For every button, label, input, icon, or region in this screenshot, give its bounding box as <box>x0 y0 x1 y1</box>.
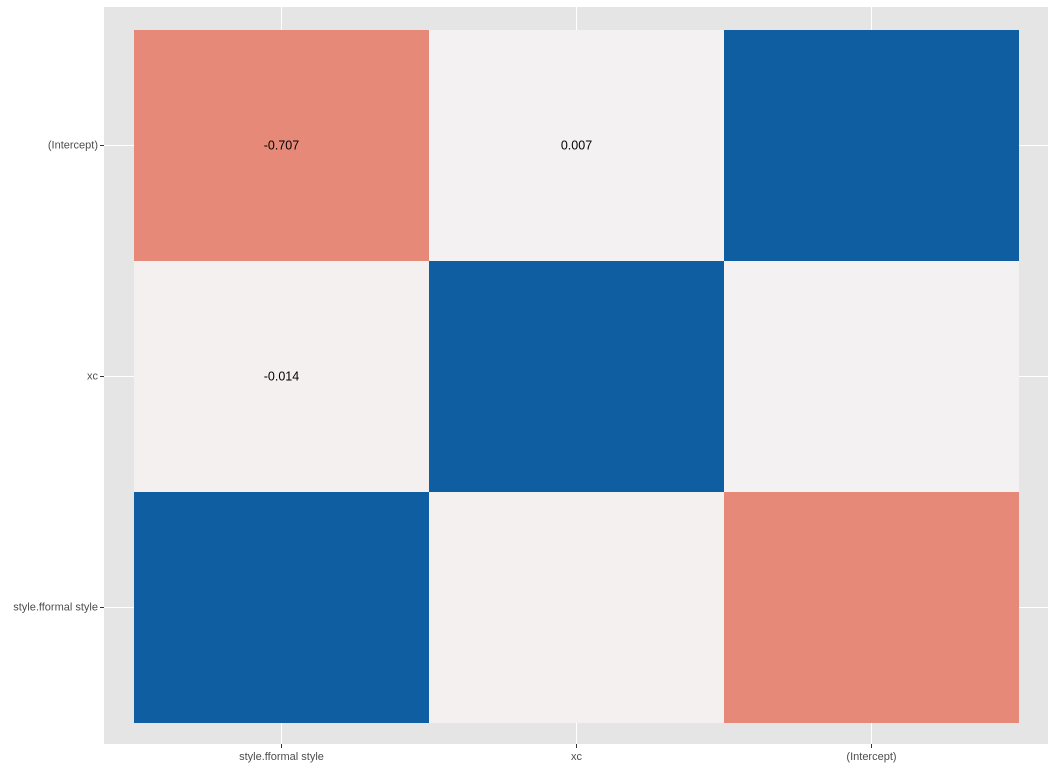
x-tick-label: (Intercept) <box>846 751 896 763</box>
heatmap-cell <box>724 492 1019 723</box>
cell-value-label: 0.007 <box>561 139 592 153</box>
y-tick-label: (Intercept) <box>48 140 98 152</box>
heatmap-cell <box>429 261 724 492</box>
heatmap-cell <box>429 30 724 261</box>
cell-value-label: -0.707 <box>264 139 299 153</box>
y-axis: (Intercept) xc style.fformal style <box>13 140 104 614</box>
heatmap-cell <box>724 261 1019 492</box>
x-tick-label: xc <box>571 751 583 763</box>
heatmap-cell <box>134 492 429 723</box>
y-tick-label: xc <box>87 371 99 383</box>
y-tick-label: style.fformal style <box>13 602 98 614</box>
x-tick-label: style.fformal style <box>239 751 324 763</box>
heatmap-cells <box>134 30 1019 723</box>
heatmap-cell <box>134 30 429 261</box>
cell-value-label: -0.014 <box>264 370 299 384</box>
heatmap-cell <box>134 261 429 492</box>
heatmap-cell <box>429 492 724 723</box>
x-axis: style.fformal style xc (Intercept) <box>239 744 897 763</box>
cell-labels: -0.707 0.007 -0.014 <box>264 139 592 384</box>
heatmap-cell <box>724 30 1019 261</box>
